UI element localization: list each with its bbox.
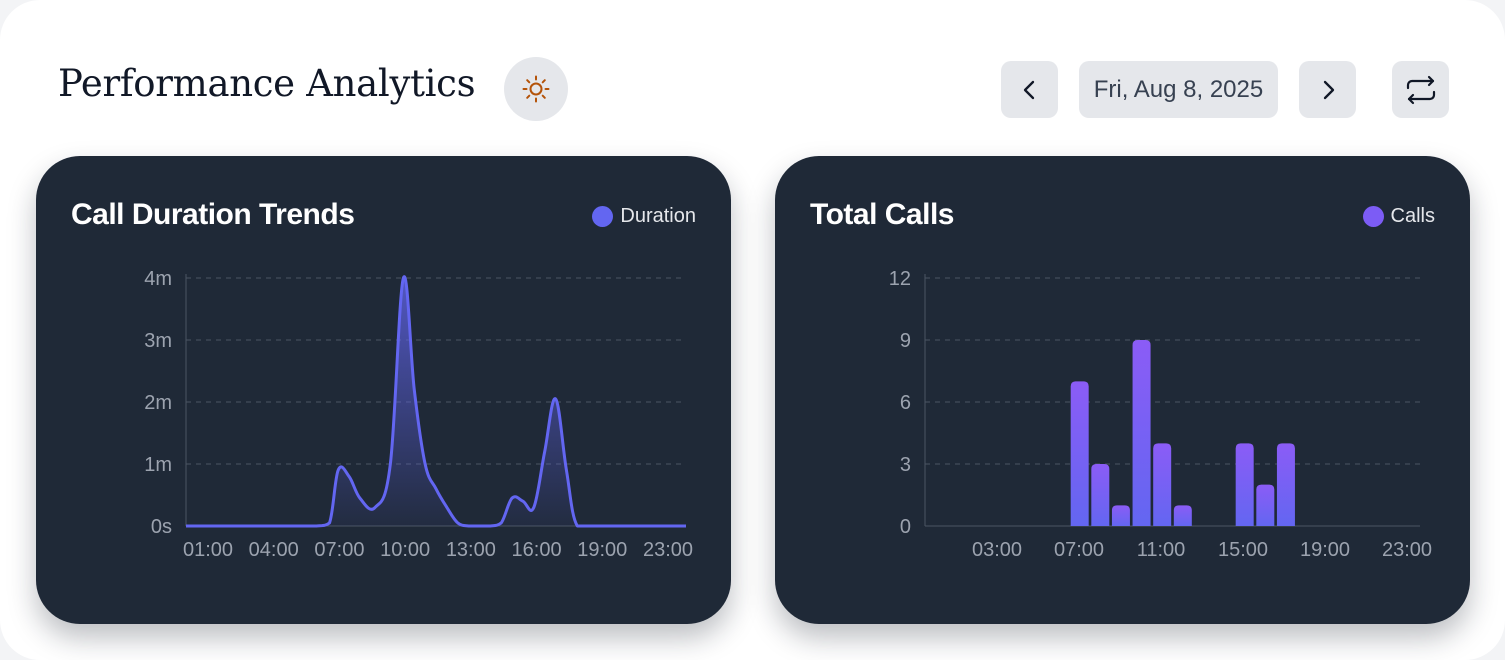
calls-bar-17:00 bbox=[1276, 443, 1295, 526]
x-tick-label: 07:00 bbox=[314, 539, 364, 561]
calls-bar-11:00 bbox=[1153, 443, 1172, 526]
x-tick-label: 04:00 bbox=[249, 539, 299, 561]
call-duration-card: Call Duration Trends Duration 0s 1m 2m 3m 4m… bbox=[36, 156, 731, 624]
y-tick-label: 9 bbox=[900, 330, 911, 352]
theme-toggle-button[interactable] bbox=[504, 57, 568, 121]
y-tick-label: 0 bbox=[900, 516, 911, 538]
x-tick-label: 19:00 bbox=[1300, 539, 1350, 561]
total-calls-card: Total Calls Calls 0 3 6 9 12 03:00 07:00 11:00 1… bbox=[775, 156, 1470, 624]
total-calls-chart: 0 3 6 9 12 03:00 07:00 11:00 15:00 19:00 23:00 bbox=[889, 268, 1432, 561]
next-date-button[interactable] bbox=[1299, 61, 1356, 118]
calls-bar-16:00 bbox=[1256, 484, 1275, 526]
duration-area-fill bbox=[186, 276, 686, 526]
y-tick-label: 6 bbox=[900, 392, 911, 414]
y-tick-label: 3 bbox=[900, 454, 911, 476]
legend-swatch bbox=[592, 206, 614, 227]
duration-series-line bbox=[185, 275, 686, 528]
legend-label: Calls bbox=[1390, 205, 1435, 227]
chevron-left-icon bbox=[1023, 80, 1034, 99]
x-tick-label: 03:00 bbox=[972, 539, 1022, 561]
x-tick-label: 11:00 bbox=[1137, 539, 1186, 561]
y-tick-label: 0s bbox=[151, 516, 172, 538]
y-tick-label: 1m bbox=[144, 454, 172, 476]
total-calls-title: Total Calls bbox=[810, 198, 954, 231]
y-tick-label: 3m bbox=[144, 330, 172, 352]
x-tick-label: 13:00 bbox=[446, 539, 496, 561]
x-tick-label: 01:00 bbox=[183, 539, 233, 561]
duration-legend: Duration bbox=[592, 205, 696, 228]
calls-bar-15:00 bbox=[1235, 443, 1254, 526]
previous-date-button[interactable] bbox=[1001, 61, 1058, 118]
calls-legend: Calls bbox=[1362, 205, 1435, 228]
calls-bar-12:00 bbox=[1173, 505, 1192, 526]
x-tick-label: 19:00 bbox=[577, 539, 627, 561]
refresh-icon bbox=[1406, 75, 1435, 104]
x-tick-label: 23:00 bbox=[643, 539, 693, 561]
x-tick-label: 16:00 bbox=[512, 539, 562, 561]
page-title: Performance Analytics bbox=[58, 62, 476, 105]
x-tick-label: 10:00 bbox=[380, 539, 430, 561]
chevron-right-icon bbox=[1323, 80, 1334, 99]
calls-bar-08:00 bbox=[1091, 464, 1110, 526]
refresh-button[interactable] bbox=[1392, 61, 1449, 118]
legend-label: Duration bbox=[620, 205, 696, 227]
date-picker[interactable]: Fri, Aug 8, 2025 bbox=[1079, 61, 1278, 118]
x-tick-label: 23:00 bbox=[1382, 539, 1432, 561]
calls-bar-07:00 bbox=[1070, 381, 1089, 526]
sun-icon bbox=[522, 75, 550, 103]
y-tick-label: 12 bbox=[889, 268, 911, 290]
call-duration-chart: 0s 1m 2m 3m 4m 01:00 04:00 07:00 10:00 13:00 16:00… bbox=[144, 268, 693, 561]
legend-swatch bbox=[1362, 206, 1384, 227]
calls-bar-10:00 bbox=[1132, 340, 1151, 526]
x-tick-label: 07:00 bbox=[1054, 539, 1104, 561]
calls-bar-09:00 bbox=[1111, 505, 1130, 526]
y-tick-label: 2m bbox=[144, 392, 172, 414]
call-duration-title: Call Duration Trends bbox=[71, 198, 355, 231]
y-tick-label: 4m bbox=[144, 268, 172, 290]
x-tick-label: 15:00 bbox=[1218, 539, 1268, 561]
